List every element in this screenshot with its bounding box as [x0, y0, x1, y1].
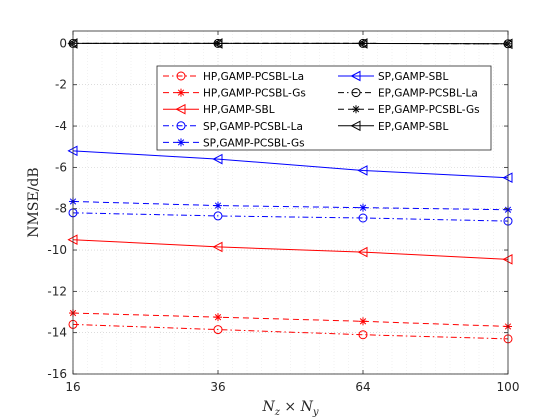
legend-label: EP,GAMP-PCSBL-La: [378, 88, 478, 100]
legend-label: HP,GAMP-PCSBL-Gs: [203, 88, 306, 100]
legend-marker: [176, 121, 186, 131]
plot-frame: [72, 30, 509, 375]
legend-box: [156, 65, 492, 151]
x-tick-label: 64: [355, 380, 370, 394]
legend-entry: SP,GAMP-SBL: [338, 70, 448, 83]
legend-marker: [352, 105, 360, 114]
data-point: [212, 241, 223, 253]
star-stroke: [214, 314, 222, 321]
legend-marker: [350, 70, 361, 82]
legend-marker: [177, 138, 185, 147]
legend-entry: EP,GAMP-SBL: [338, 120, 448, 133]
legend-entry: HP,GAMP-PCSBL-Gs: [163, 88, 306, 100]
data-point: [213, 211, 223, 221]
data-point: [357, 246, 368, 258]
data-point: [359, 203, 367, 212]
data-point: [357, 38, 368, 49]
y-tick-label: -16: [47, 367, 67, 381]
star-stroke: [177, 139, 185, 146]
legend-entry: HP,GAMP-SBL: [163, 103, 275, 116]
data-point: [359, 317, 367, 326]
y-tick-label: -14: [47, 326, 67, 340]
legend-label: SP,GAMP-PCSBL-Gs: [203, 137, 305, 149]
legend: HP,GAMP-PCSBL-La SP,GAMP-SBL HP,GAMP-PCSBL…: [156, 65, 492, 151]
y-tick-label: -2: [55, 78, 67, 92]
data-point: [213, 325, 223, 335]
legend-label: EP,GAMP-SBL: [378, 121, 448, 133]
legend-label: EP,GAMP-PCSBL-Gs: [378, 104, 480, 116]
data-point: [212, 153, 223, 165]
x-tick-label: 100: [497, 380, 520, 394]
x-tick-label: 16: [65, 380, 80, 394]
legend-marker: [175, 103, 186, 115]
y-tick-label: -4: [55, 119, 67, 133]
series-line: [72, 323, 509, 340]
data-point: [358, 213, 368, 223]
legend-entry: SP,GAMP-PCSBL-Gs: [163, 137, 305, 149]
series-line: [72, 212, 509, 222]
legend-entry: HP,GAMP-PCSBL-La: [163, 71, 304, 83]
data-point: [212, 38, 223, 49]
y-tick-label: -12: [47, 284, 67, 298]
x-tick-label: 36: [210, 380, 225, 394]
star-stroke: [359, 204, 367, 211]
data-point: [214, 201, 222, 210]
y-axis-label: NMSE/dB: [26, 167, 42, 237]
legend-entry: SP,GAMP-PCSBL-La: [163, 121, 303, 133]
star-stroke: [359, 318, 367, 325]
y-tick-label: -10: [47, 243, 67, 257]
series-line: [72, 200, 509, 211]
star-stroke: [352, 106, 360, 113]
series-line: [72, 312, 509, 327]
legend-label: SP,GAMP-PCSBL-La: [203, 121, 303, 133]
legend-marker: [177, 88, 185, 97]
legend-entry: EP,GAMP-PCSBL-Gs: [338, 104, 480, 116]
data-point: [214, 313, 222, 322]
x-axis-label: Nz × Ny: [261, 399, 318, 418]
legend-label: HP,GAMP-SBL: [203, 104, 275, 116]
star-stroke: [214, 202, 222, 209]
legend-label: HP,GAMP-PCSBL-La: [203, 71, 304, 83]
series-line: [72, 239, 509, 260]
legend-entry: EP,GAMP-PCSBL-La: [338, 88, 478, 100]
y-tick-label: -8: [55, 202, 67, 216]
data-point: [357, 165, 368, 176]
series-line: [72, 150, 509, 179]
legend-marker: [176, 71, 186, 81]
legend-marker: [350, 120, 361, 132]
y-tick-label: -6: [55, 160, 67, 174]
data-point: [358, 330, 368, 340]
y-tick-label: 0: [59, 36, 67, 50]
star-stroke: [177, 89, 185, 96]
legend-label: SP,GAMP-SBL: [378, 71, 448, 83]
legend-marker: [351, 88, 361, 98]
